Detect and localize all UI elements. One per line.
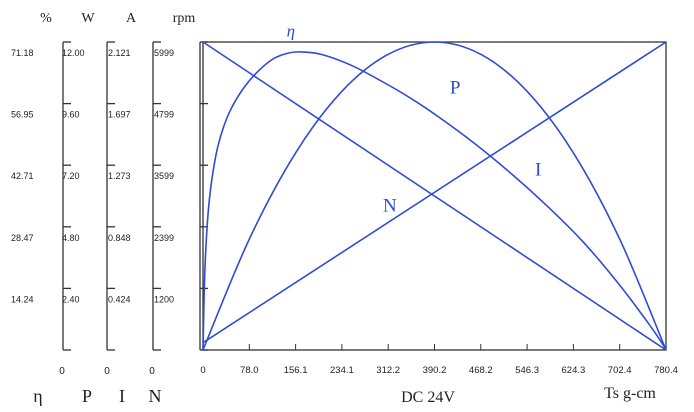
x-tick-label: 468.2: [469, 365, 493, 376]
tick-label-eff: 56.95: [11, 110, 34, 120]
tick-label-power: 12.00: [62, 48, 85, 58]
labels-layer: 71.18 56.95 42.71 28.47 14.24% 0 η 12.00 9.60 7.2…: [11, 11, 678, 406]
axis-symbol-eff: η: [33, 386, 42, 406]
series-line-speed: [203, 42, 666, 350]
x-axis-unit-label: Ts g-cm: [604, 385, 656, 402]
axis-zero-eff: 0: [59, 366, 65, 377]
axis-unit-current: A: [126, 11, 137, 26]
tick-label-current: 1.273: [108, 171, 131, 181]
tick-label-power: 7.20: [62, 171, 80, 181]
x-tick-label: 624.3: [562, 365, 586, 376]
axis-zero-current: 0: [149, 366, 155, 377]
tick-label-speed: 3599: [154, 171, 174, 181]
axis-symbol-current: I: [119, 386, 125, 406]
x-tick-label: 546.3: [515, 365, 539, 376]
axis-symbol-speed: N: [149, 386, 162, 406]
axis-unit-speed: rpm: [173, 11, 196, 26]
tick-label-current: 0.424: [108, 294, 131, 304]
x-tick-label: 0: [200, 365, 205, 376]
axis-unit-eff: %: [40, 11, 52, 26]
x-tick-label: 234.1: [330, 365, 354, 376]
x-tick-label: 390.2: [423, 365, 447, 376]
tick-label-speed: 2399: [154, 233, 174, 243]
tick-label-eff: 42.71: [11, 171, 34, 181]
x-tick-label: 312.2: [376, 365, 400, 376]
tick-label-speed: 4799: [154, 110, 174, 120]
axis-zero-power: 0: [104, 366, 110, 377]
curve-label-speed: N: [383, 195, 397, 216]
voltage-label: DC 24V: [401, 389, 455, 406]
axis-unit-power: W: [81, 11, 95, 26]
x-tick-label: 702.4: [608, 365, 632, 376]
tick-label-eff: 28.47: [11, 233, 34, 243]
x-tick-label: 780.4: [654, 365, 678, 376]
axis-symbol-power: P: [82, 386, 92, 406]
curve-label-power: P: [450, 77, 461, 98]
curve-label-current: I: [535, 160, 541, 181]
x-tick-label: 78.0: [240, 365, 259, 376]
tick-label-eff: 14.24: [11, 294, 34, 304]
tick-label-power: 4.80: [62, 233, 80, 243]
tick-label-current: 1.697: [108, 110, 131, 120]
tick-label-eff: 71.18: [11, 48, 34, 58]
tick-label-current: 0.848: [108, 233, 131, 243]
tick-label-power: 2.40: [62, 294, 80, 304]
tick-label-speed: 1200: [154, 294, 174, 304]
curve-label-eff: η: [287, 21, 295, 40]
tick-label-speed: 5999: [154, 48, 174, 58]
series-line-eff: [203, 52, 666, 350]
plot-layer: [203, 42, 666, 350]
tick-label-power: 9.60: [62, 110, 80, 120]
tick-label-current: 2.121: [108, 48, 131, 58]
x-tick-label: 156.1: [284, 365, 308, 376]
